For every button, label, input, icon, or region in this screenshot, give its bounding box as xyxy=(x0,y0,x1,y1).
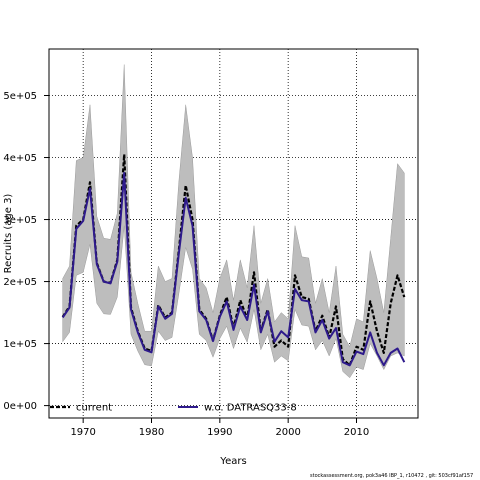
y-tick-label-5e+05: 5e+05 xyxy=(3,91,37,102)
footer-note: stockassessment.org, pok3a46 IBP_1, r104… xyxy=(310,473,474,479)
y-tick-label-0e+00: 0e+00 xyxy=(3,401,37,412)
confidence-band xyxy=(62,64,405,379)
y-axis-label: Recruits (age 3) xyxy=(3,194,14,274)
legend-label-current: current xyxy=(76,403,112,414)
x-tick-label-1990: 1990 xyxy=(207,427,232,438)
x-axis-label: Years xyxy=(219,456,246,467)
y-tick-label-1e+05: 1e+05 xyxy=(3,339,37,350)
x-axis: 1970 1980 1990 2000 2010 xyxy=(70,418,369,438)
y-tick-label-2e+05: 2e+05 xyxy=(3,277,37,288)
x-tick-label-2000: 2000 xyxy=(275,427,300,438)
y-axis: 0e+00 1e+05 2e+05 3e+05 4e+05 5e+05 xyxy=(3,91,49,412)
x-tick-label-1980: 1980 xyxy=(139,427,164,438)
series-line-wo-datrasq33-8 xyxy=(61,172,406,367)
y-tick-label-3e+05: 3e+05 xyxy=(3,215,37,226)
x-tick-label-2010: 2010 xyxy=(344,427,369,438)
plot-frame xyxy=(48,48,419,419)
legend: current w.o. DATRASQ33-8 xyxy=(50,403,297,414)
legend-label-wo-datrasq33-8: w.o. DATRASQ33-8 xyxy=(204,403,297,414)
y-tick-label-4e+05: 4e+05 xyxy=(3,153,37,164)
x-tick-label-1970: 1970 xyxy=(70,427,95,438)
